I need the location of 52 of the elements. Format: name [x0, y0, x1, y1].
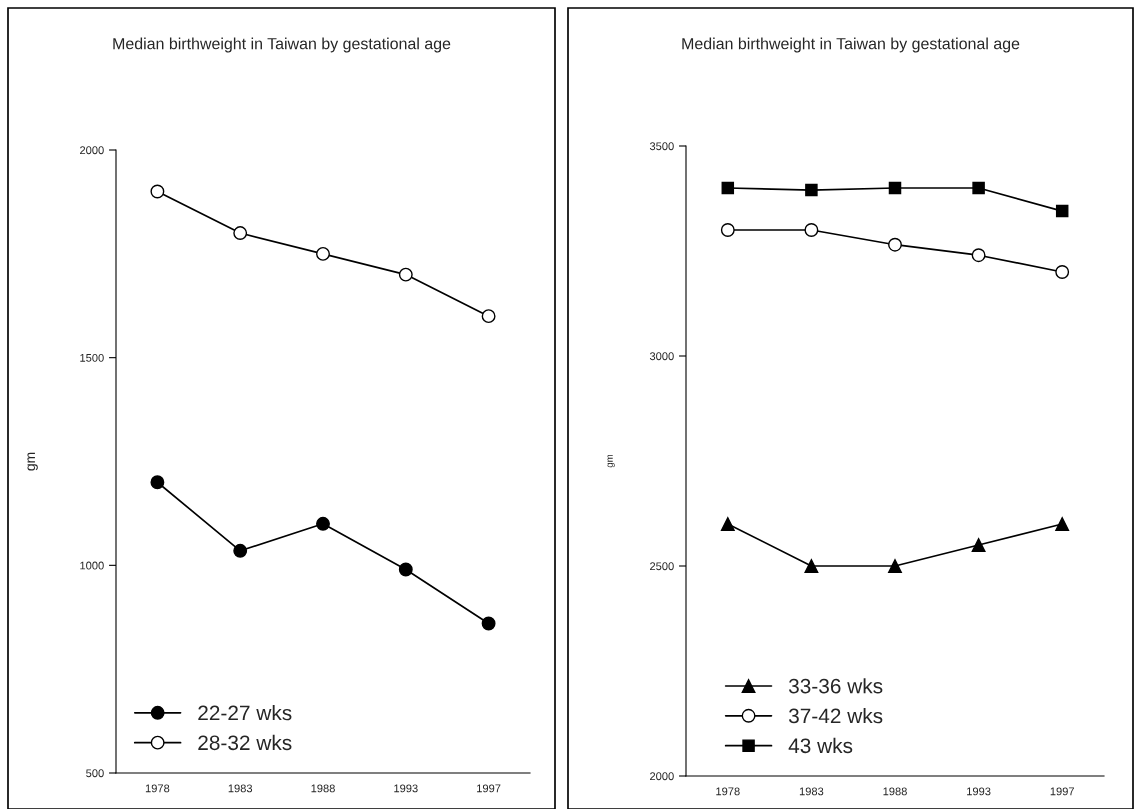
point: [233, 226, 248, 241]
point: [804, 223, 819, 237]
y-tick-label: 1000: [80, 561, 104, 570]
point: [720, 223, 735, 237]
y-tick-label: 2000: [650, 772, 674, 781]
point: [316, 246, 330, 261]
legend-label: 28-32 wks: [198, 734, 292, 751]
point: [888, 559, 902, 573]
legend-label: 37-42 wks: [788, 707, 883, 724]
x-tick-label: 1978: [145, 784, 170, 793]
point: [971, 538, 986, 552]
x-tick-label: 1993: [967, 787, 991, 796]
x-tick-label: 1983: [228, 784, 253, 793]
point: [805, 183, 818, 197]
legend-label: 43 wks: [788, 737, 853, 754]
point: [398, 562, 413, 577]
y-tick-label: 3500: [649, 142, 674, 151]
x-tick-label: 1993: [394, 784, 418, 793]
point: [888, 181, 902, 195]
x-tick-label: 1997: [1050, 787, 1074, 796]
point: [1055, 204, 1069, 218]
point: [233, 543, 248, 558]
chart-title: Median birthweight in Taiwan by gestational age: [113, 37, 451, 53]
point: [888, 237, 902, 252]
y-tick-label: 2000: [80, 146, 104, 155]
y-tick-label: 3000: [649, 352, 674, 361]
legend-label: 22-27 wks: [198, 704, 292, 721]
x-tick-label: 1978: [716, 787, 740, 796]
chart-title: Median birthweight in Taiwan by gestational age: [682, 37, 1020, 53]
y-axis-title: gm: [27, 452, 38, 471]
point: [1055, 265, 1070, 279]
x-tick-label: 1988: [311, 784, 335, 793]
point: [150, 475, 165, 490]
point: [971, 248, 986, 263]
point: [721, 181, 735, 195]
x-tick-label: 1997: [477, 784, 501, 793]
legend-label: 33-36 wks: [788, 678, 883, 694]
x-tick-label: 1988: [883, 787, 907, 796]
point: [481, 309, 496, 324]
point: [398, 267, 413, 282]
x-tick-label: 1983: [799, 787, 824, 796]
point: [1055, 517, 1070, 531]
point: [481, 616, 496, 631]
y-axis-title: gm: [607, 454, 615, 468]
point: [972, 181, 985, 195]
point: [150, 184, 165, 199]
point: [316, 516, 330, 531]
point: [804, 559, 819, 573]
y-tick-label: 2500: [650, 562, 674, 571]
y-tick-label: 1500: [80, 353, 104, 362]
point: [720, 517, 735, 531]
y-tick-label: 500: [86, 769, 104, 778]
